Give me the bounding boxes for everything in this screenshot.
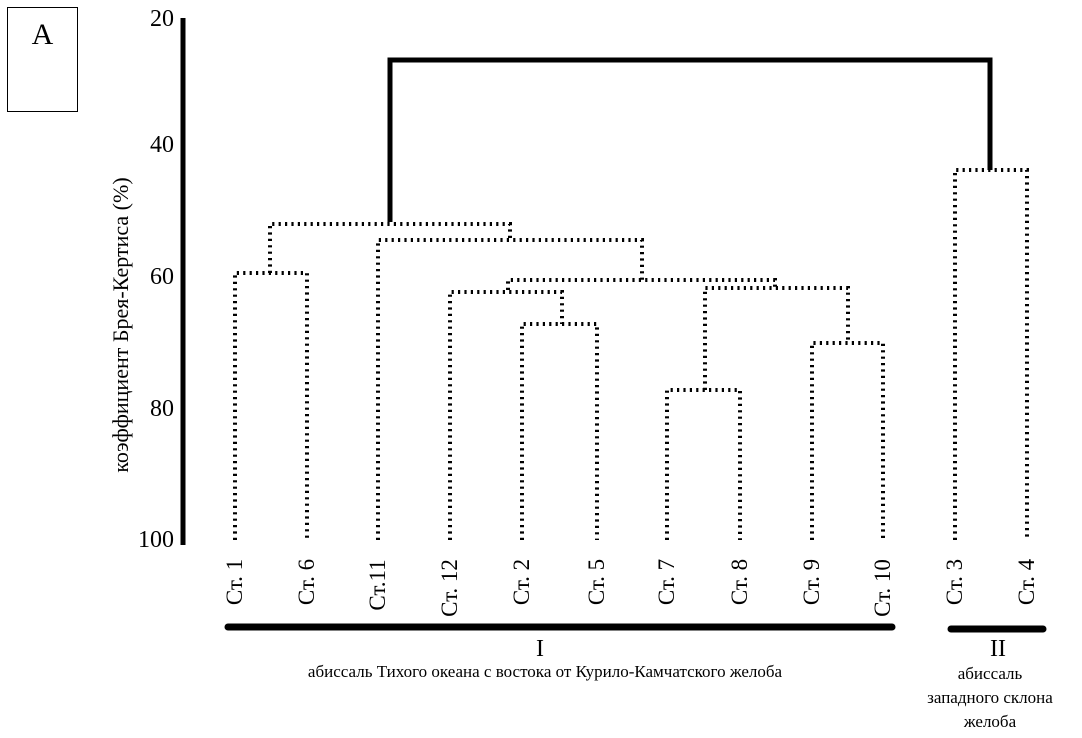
y-tick-80: 80 [150, 396, 174, 422]
link-st11-rest [376, 238, 644, 540]
y-tick-60: 60 [150, 264, 174, 290]
link-st12-st2st5 [448, 290, 564, 540]
y-axis-title: коэффициент Брея-Кертиса (%) [108, 177, 133, 473]
group-ii-line-2: западного склона [927, 688, 1053, 707]
group-i-description: абиссаль Тихого океана с востока от Кури… [307, 662, 783, 681]
group-ii-description: абиссаль западного склона желоба [898, 662, 1082, 734]
group-ii-line-1: абиссаль [957, 664, 1023, 683]
link-st3-st4 [953, 168, 1029, 540]
link-st2-st5 [520, 322, 599, 540]
link-root [387, 57, 993, 222]
group-ii-numeral: II [990, 636, 1006, 662]
y-tick-20: 20 [150, 6, 174, 32]
link-c16-c11all [268, 222, 512, 273]
link-st1-st6 [233, 271, 309, 540]
group-i-numeral: I [536, 636, 544, 662]
y-tick-40: 40 [150, 132, 174, 158]
link-c78-c910 [703, 286, 850, 390]
group-ii-line-3: желоба [963, 712, 1017, 731]
dendrogram-links [233, 168, 1029, 540]
panel-label-box: A [7, 7, 78, 112]
link-st7-st8 [665, 388, 742, 540]
y-tick-100: 100 [138, 527, 174, 553]
link-main [506, 278, 777, 290]
panel-label: A [31, 18, 54, 51]
link-st9-st10 [810, 341, 885, 540]
